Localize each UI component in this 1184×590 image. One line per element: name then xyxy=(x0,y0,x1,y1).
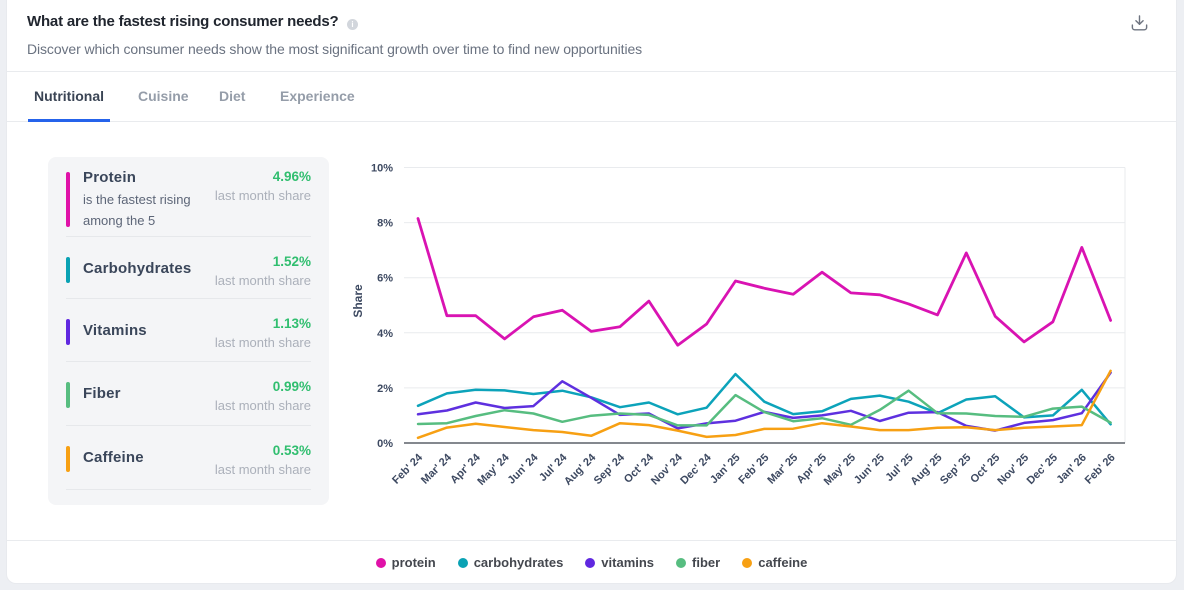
svg-text:Dec' 25: Dec' 25 xyxy=(1025,452,1060,487)
svg-text:2%: 2% xyxy=(377,383,393,395)
svg-text:Sep' 25: Sep' 25 xyxy=(938,452,973,487)
svg-text:8%: 8% xyxy=(377,218,393,230)
svg-text:10%: 10% xyxy=(371,163,393,175)
svg-text:Nov' 25: Nov' 25 xyxy=(995,452,1031,488)
svg-text:Feb' 26: Feb' 26 xyxy=(1083,452,1118,487)
svg-text:Jun' 25: Jun' 25 xyxy=(852,452,887,487)
svg-text:Aug' 24: Aug' 24 xyxy=(562,451,599,488)
svg-text:Jan' 25: Jan' 25 xyxy=(708,452,743,487)
svg-text:Mar' 24: Mar' 24 xyxy=(419,451,455,487)
svg-text:Share: Share xyxy=(351,284,365,318)
svg-text:Jan' 26: Jan' 26 xyxy=(1054,452,1089,487)
svg-text:4%: 4% xyxy=(377,328,393,340)
svg-text:Jun' 24: Jun' 24 xyxy=(506,451,542,487)
svg-text:May' 25: May' 25 xyxy=(822,452,858,488)
svg-text:6%: 6% xyxy=(377,273,393,285)
svg-text:Feb' 25: Feb' 25 xyxy=(736,452,771,487)
svg-text:Nov' 24: Nov' 24 xyxy=(649,451,685,487)
svg-text:Aug' 25: Aug' 25 xyxy=(908,452,944,488)
svg-text:May' 24: May' 24 xyxy=(475,451,512,488)
svg-text:0%: 0% xyxy=(377,438,393,450)
svg-text:Sep' 24: Sep' 24 xyxy=(592,451,628,487)
svg-text:Dec' 24: Dec' 24 xyxy=(678,451,714,487)
svg-text:Mar' 25: Mar' 25 xyxy=(765,452,800,487)
svg-text:Feb' 24: Feb' 24 xyxy=(390,451,426,487)
